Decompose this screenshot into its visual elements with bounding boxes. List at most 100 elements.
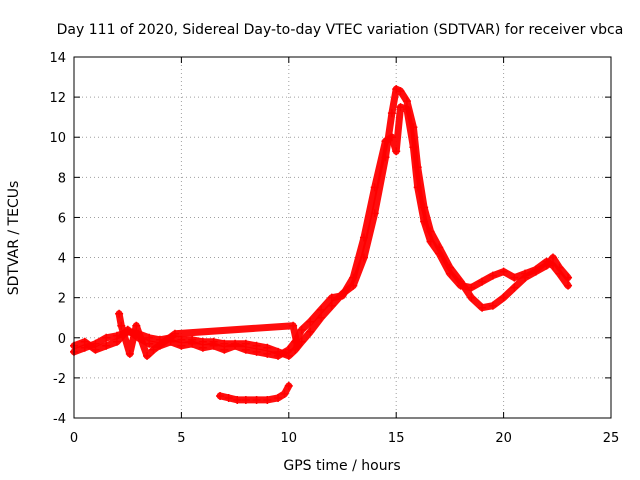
x-tick-label: 10 [281, 431, 298, 446]
y-tick-label: 10 [49, 131, 66, 146]
data-point-marker [145, 339, 154, 348]
data-point-marker [402, 97, 411, 106]
data-point-marker [220, 345, 229, 354]
data-point-marker [177, 341, 186, 350]
data-point-marker [117, 321, 126, 330]
data-point-marker [467, 293, 476, 302]
data-point-marker [555, 269, 564, 278]
data-point-marker [252, 347, 261, 356]
series-track-main-a [70, 85, 573, 360]
data-point-marker [233, 395, 242, 404]
y-tick-label: 14 [49, 51, 66, 66]
data-point-marker [241, 395, 250, 404]
x-tick-label: 25 [603, 431, 620, 446]
data-point-marker [510, 273, 519, 282]
data-point-marker [349, 273, 358, 282]
plot-frame [73, 56, 612, 419]
data-point-marker [216, 391, 225, 400]
data-point-marker [531, 265, 540, 274]
grid [74, 57, 611, 418]
x-tick-label: 5 [177, 431, 185, 446]
y-tick-label: -4 [53, 412, 66, 427]
data-point-marker [115, 309, 124, 318]
data-point-marker [132, 321, 141, 330]
series-track-low [216, 381, 293, 404]
data-point-marker [549, 261, 558, 270]
data-point-marker [392, 85, 401, 94]
series [70, 85, 573, 404]
data-point-marker [80, 337, 89, 346]
data-point-marker [143, 351, 152, 360]
data-point-marker [542, 257, 551, 266]
data-point-marker [284, 381, 293, 390]
data-point-marker [274, 351, 283, 360]
series-band [115, 310, 301, 360]
data-point-marker [209, 341, 218, 350]
data-point-marker [160, 337, 169, 346]
data-point-marker [426, 237, 435, 246]
data-point-marker [499, 293, 508, 302]
x-tick-label: 20 [495, 431, 512, 446]
data-point-marker [370, 183, 379, 192]
data-point-marker [413, 183, 422, 192]
data-point-marker [456, 281, 465, 290]
data-point-marker [396, 87, 405, 96]
data-point-marker [252, 395, 261, 404]
data-point-marker [91, 345, 100, 354]
data-point-marker [381, 137, 390, 146]
data-point-marker [231, 341, 240, 350]
data-point-marker [306, 327, 315, 336]
y-tick-label: 6 [58, 211, 66, 226]
data-point-marker [392, 147, 401, 156]
data-point-marker [125, 349, 134, 358]
data-point-marker [488, 271, 497, 280]
y-tick-label: 2 [58, 292, 66, 307]
data-point-marker [170, 329, 179, 338]
data-point-marker [387, 133, 396, 142]
data-point-marker [420, 217, 429, 226]
y-tick-label: -2 [53, 372, 66, 387]
data-point-marker [478, 277, 487, 286]
data-point-marker [149, 345, 158, 354]
x-tick-label: 0 [70, 431, 78, 446]
y-tick-label: 4 [58, 252, 66, 267]
data-point-marker [274, 393, 283, 402]
data-point-marker [521, 269, 530, 278]
y-tick-label: 12 [49, 91, 66, 106]
data-point-marker [327, 293, 336, 302]
data-point-marker [549, 253, 558, 262]
chart-title: Day 111 of 2020, Sidereal Day-to-day VTE… [57, 22, 624, 38]
data-point-marker [198, 343, 207, 352]
data-point-marker [488, 301, 497, 310]
ticks: 0 5 10 15 20 25 -4 -2 0 2 4 6 8 10 12 14 [49, 51, 619, 446]
data-point-marker [297, 325, 306, 334]
data-point-marker [112, 337, 121, 346]
data-point-marker [338, 291, 347, 300]
y-tick-label: 8 [58, 171, 66, 186]
data-point-marker [510, 283, 519, 292]
data-point-marker [467, 283, 476, 292]
data-point-marker [445, 269, 454, 278]
data-point-marker [284, 345, 293, 354]
data-point-marker [188, 339, 197, 348]
x-tick-label: 15 [388, 431, 405, 446]
data-point-marker [102, 333, 111, 342]
data-point-marker [280, 389, 289, 398]
data-point-marker [396, 103, 405, 112]
data-point-marker [564, 281, 573, 290]
data-point-marker [263, 349, 272, 358]
data-point-marker [478, 303, 487, 312]
x-axis-label: GPS time / hours [283, 458, 400, 474]
series-track-spikes [115, 309, 302, 360]
data-point-marker [289, 321, 298, 330]
data-point-marker [409, 143, 418, 152]
data-point-marker [402, 105, 411, 114]
data-point-marker [387, 109, 396, 118]
data-point-marker [241, 345, 250, 354]
data-point-marker [359, 233, 368, 242]
data-point-marker [499, 267, 508, 276]
data-point-marker [435, 249, 444, 258]
y-axis-label: SDTVAR / TECUs [6, 181, 22, 296]
data-point-marker [224, 393, 233, 402]
